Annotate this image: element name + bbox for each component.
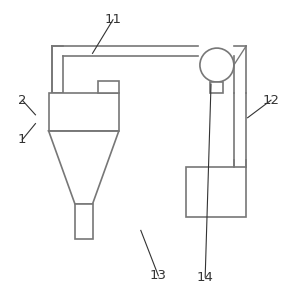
Text: 11: 11 bbox=[105, 13, 121, 26]
Text: 14: 14 bbox=[197, 271, 213, 284]
Circle shape bbox=[200, 48, 234, 82]
Bar bbox=[99, 81, 119, 93]
Bar bbox=[210, 82, 224, 93]
Bar bbox=[186, 168, 246, 217]
Bar bbox=[75, 204, 92, 239]
Text: 2: 2 bbox=[18, 94, 27, 107]
Text: 13: 13 bbox=[150, 269, 167, 282]
Text: 1: 1 bbox=[18, 133, 27, 146]
Bar bbox=[48, 93, 119, 131]
Text: 12: 12 bbox=[263, 94, 279, 107]
